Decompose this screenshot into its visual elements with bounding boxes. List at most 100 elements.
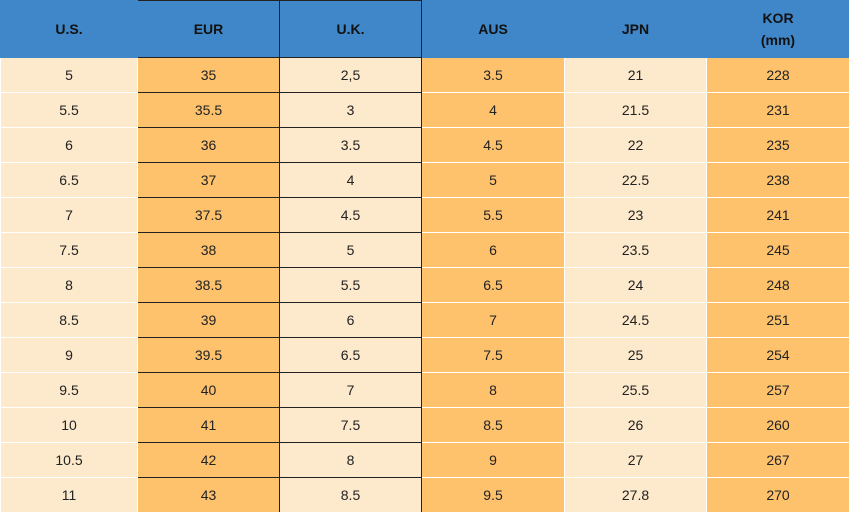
table-cell: 42 bbox=[137, 442, 280, 478]
column-header: U.S. bbox=[0, 0, 138, 58]
table-cell: 11 bbox=[0, 477, 138, 512]
table-cell: 6.5 bbox=[0, 162, 138, 198]
table-cell: 3 bbox=[279, 92, 422, 128]
table-cell: 7.5 bbox=[279, 407, 422, 443]
table-cell: 228 bbox=[706, 57, 849, 93]
table-cell: 4.5 bbox=[279, 197, 422, 233]
column-header: U.K. bbox=[279, 0, 422, 58]
table-cell: 35 bbox=[137, 57, 280, 93]
table-cell: 241 bbox=[706, 197, 849, 233]
table-cell: 235 bbox=[706, 127, 849, 163]
table-cell: 27.8 bbox=[564, 477, 707, 512]
table-cell: 22 bbox=[564, 127, 707, 163]
table-row: 5.5 35.5 3 4 21.5 231 bbox=[0, 92, 849, 128]
table-cell: 245 bbox=[706, 232, 849, 268]
table-cell: 7 bbox=[279, 372, 422, 408]
table-cell: 36 bbox=[137, 127, 280, 163]
table-row: 10 41 7.5 8.5 26 260 bbox=[0, 407, 849, 443]
table-cell: 23 bbox=[564, 197, 707, 233]
table-cell: 24 bbox=[564, 267, 707, 303]
table-cell: 8 bbox=[421, 372, 565, 408]
table-cell: 6 bbox=[279, 302, 422, 338]
table-cell: 37 bbox=[137, 162, 280, 198]
header-text: EUR bbox=[193, 21, 224, 37]
table-cell: 6 bbox=[0, 127, 138, 163]
table-cell: 8.5 bbox=[279, 477, 422, 512]
table-cell: 37.5 bbox=[137, 197, 280, 233]
table-cell: 27 bbox=[564, 442, 707, 478]
table-cell: 6 bbox=[421, 232, 565, 268]
table-cell: 9 bbox=[0, 337, 138, 373]
table-cell: 7.5 bbox=[421, 337, 565, 373]
table-cell: 39 bbox=[137, 302, 280, 338]
table-cell: 38.5 bbox=[137, 267, 280, 303]
table-cell: 21.5 bbox=[564, 92, 707, 128]
table-cell: 21 bbox=[564, 57, 707, 93]
table-cell: 9 bbox=[421, 442, 565, 478]
table-cell: 4 bbox=[279, 162, 422, 198]
table-cell: 248 bbox=[706, 267, 849, 303]
header-text: AUS bbox=[478, 21, 508, 37]
table-cell: 7.5 bbox=[0, 232, 138, 268]
table-row: 9 39.5 6.5 7.5 25 254 bbox=[0, 337, 849, 373]
table-cell: 25 bbox=[564, 337, 707, 373]
table-cell: 3.5 bbox=[421, 57, 565, 93]
table-row: 8 38.5 5.5 6.5 24 248 bbox=[0, 267, 849, 303]
table-row: 6 36 3.5 4.5 22 235 bbox=[0, 127, 849, 163]
table-cell: 254 bbox=[706, 337, 849, 373]
header-row: U.S. EUR U.K. AUS JPN KOR (mm) bbox=[0, 0, 849, 58]
table-cell: 267 bbox=[706, 442, 849, 478]
table-cell: 3.5 bbox=[279, 127, 422, 163]
column-header: KOR (mm) bbox=[706, 0, 849, 58]
table-cell: 5.5 bbox=[279, 267, 422, 303]
table-row: 7 37.5 4.5 5.5 23 241 bbox=[0, 197, 849, 233]
column-header: AUS bbox=[421, 0, 565, 58]
table-row: 5 35 2,5 3.5 21 228 bbox=[0, 57, 849, 93]
header-text: U.S. bbox=[55, 21, 83, 37]
table-cell: 4.5 bbox=[421, 127, 565, 163]
table-cell: 6.5 bbox=[279, 337, 422, 373]
table-cell: 270 bbox=[706, 477, 849, 512]
table-cell: 22.5 bbox=[564, 162, 707, 198]
table-row: 11 43 8.5 9.5 27.8 270 bbox=[0, 477, 849, 512]
table-cell: 8 bbox=[279, 442, 422, 478]
table-cell: 43 bbox=[137, 477, 280, 512]
table-cell: 260 bbox=[706, 407, 849, 443]
table-cell: 8.5 bbox=[0, 302, 138, 338]
column-header: JPN bbox=[564, 0, 707, 58]
table-cell: 7 bbox=[421, 302, 565, 338]
table-cell: 10 bbox=[0, 407, 138, 443]
table-row: 7.5 38 5 6 23.5 245 bbox=[0, 232, 849, 268]
table-cell: 238 bbox=[706, 162, 849, 198]
table-cell: 8 bbox=[0, 267, 138, 303]
table-cell: 26 bbox=[564, 407, 707, 443]
table-cell: 6.5 bbox=[421, 267, 565, 303]
table-cell: 9.5 bbox=[0, 372, 138, 408]
table-cell: 41 bbox=[137, 407, 280, 443]
table-cell: 24.5 bbox=[564, 302, 707, 338]
table-row: 8.5 39 6 7 24.5 251 bbox=[0, 302, 849, 338]
table-cell: 257 bbox=[706, 372, 849, 408]
table-cell: 10.5 bbox=[0, 442, 138, 478]
table-cell: 8.5 bbox=[421, 407, 565, 443]
table-cell: 40 bbox=[137, 372, 280, 408]
table-cell: 251 bbox=[706, 302, 849, 338]
table-cell: 38 bbox=[137, 232, 280, 268]
column-header: EUR bbox=[137, 0, 280, 58]
table-cell: 5 bbox=[0, 57, 138, 93]
table-cell: 5.5 bbox=[421, 197, 565, 233]
header-text: U.K. bbox=[336, 21, 365, 37]
table-cell: 39.5 bbox=[137, 337, 280, 373]
table-body: 5 35 2,5 3.5 21 228 5.5 35.5 3 4 21.5 231 6 36 3.5 4.5 2… bbox=[0, 57, 849, 512]
table-cell: 5 bbox=[421, 162, 565, 198]
table-cell: 23.5 bbox=[564, 232, 707, 268]
table-cell: 5 bbox=[279, 232, 422, 268]
table-row: 9.5 40 7 8 25.5 257 bbox=[0, 372, 849, 408]
table-cell: 2,5 bbox=[279, 57, 422, 93]
header-text: JPN bbox=[621, 21, 650, 37]
table-cell: 25.5 bbox=[564, 372, 707, 408]
table-row: 10.5 42 8 9 27 267 bbox=[0, 442, 849, 478]
header-text: KOR (mm) bbox=[760, 10, 796, 48]
